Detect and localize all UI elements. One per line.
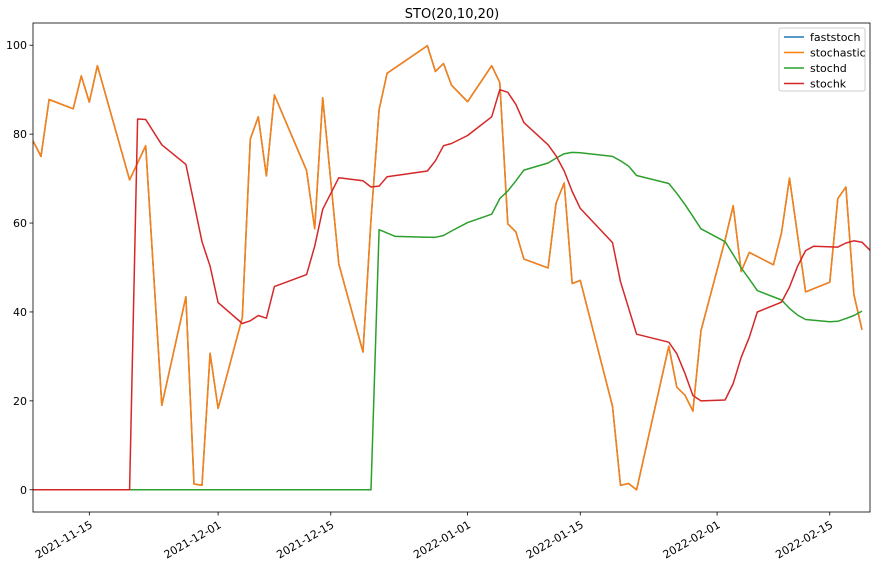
series-line-stochastic	[33, 44, 863, 491]
plot-area	[32, 22, 871, 513]
axes-background	[33, 23, 870, 512]
legend-box	[778, 27, 866, 92]
y-tick-label: 0	[20, 484, 27, 497]
legend-label-stochk: stochk	[810, 78, 847, 91]
chart-title: STO(20,10,20)	[405, 7, 499, 22]
y-axis: 0 20 40 60 80 100	[6, 39, 33, 497]
y-tick-label: 40	[13, 306, 27, 319]
axes-frame	[32, 22, 871, 513]
series-line-stochd	[33, 151, 863, 491]
legend-label-stochd: stochd	[810, 62, 847, 75]
series-layer	[33, 44, 870, 491]
series-line-stochk	[33, 88, 870, 491]
y-tick-label: 80	[13, 128, 27, 141]
legend: faststoch stochastic stochd stochk	[778, 27, 866, 92]
legend-label-faststoch: faststoch	[810, 31, 860, 44]
legend-label-stochastic: stochastic	[810, 47, 866, 60]
y-tick-label: 60	[13, 217, 27, 230]
y-tick-label: 100	[6, 39, 27, 52]
y-tick-label: 20	[13, 395, 27, 408]
